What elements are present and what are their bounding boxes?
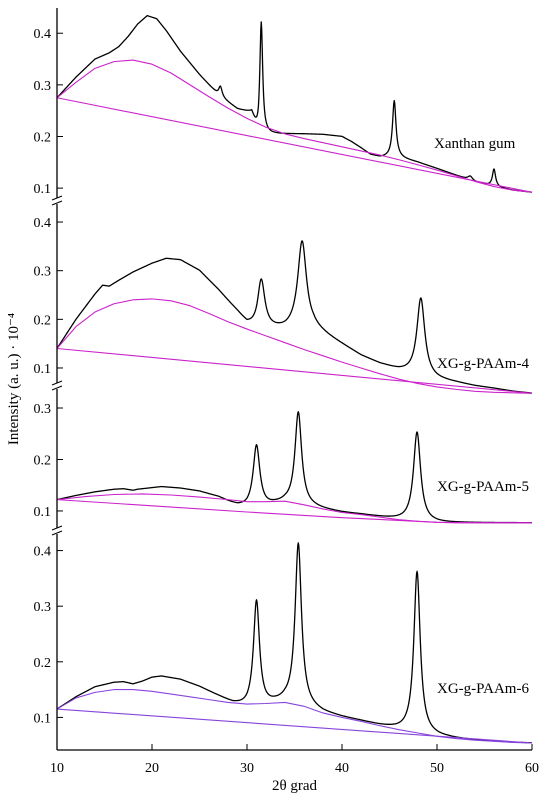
axis-break-gap: [50, 528, 64, 534]
sample-label: XG-g-PAAm-4: [437, 356, 529, 372]
x-tick-label: 50: [430, 761, 444, 776]
y-tick-label: 0.2: [34, 313, 52, 328]
y-tick-label: 0.4: [34, 545, 52, 560]
sample-label: XG-g-PAAm-5: [437, 479, 529, 495]
y-tick-label: 0.3: [34, 600, 52, 615]
panel-2-curve-line: [56, 240, 533, 394]
axis-break-mark: [51, 380, 63, 386]
panel-3: XG-g-PAAm-5: [56, 411, 533, 524]
panel-3-curve-line: [56, 411, 533, 524]
y-tick-label: 0.2: [34, 130, 52, 145]
y-tick-label: 0.1: [34, 362, 52, 377]
panel-4-amorphous-line: [56, 689, 533, 744]
y-tick-label: 0.2: [34, 453, 52, 468]
axis-break-mark: [51, 385, 63, 391]
panel-2: XG-g-PAAm-4: [56, 240, 533, 394]
axis-break-mark: [51, 525, 63, 531]
panel-4-baseline-line: [56, 708, 533, 744]
x-tick-label: 30: [240, 761, 254, 776]
sample-label: XG-g-PAAm-6: [437, 681, 529, 697]
axis-break-gap: [50, 383, 64, 389]
panel-2-amorphous-line: [56, 298, 533, 394]
panel-1: Xanthan gum: [56, 14, 533, 193]
panel-3-baseline-line: [56, 499, 532, 524]
y-tick-label: 0.4: [34, 27, 52, 42]
axis-break-mark: [51, 200, 63, 206]
axis-break-mark: [51, 530, 63, 536]
x-tick-label: 40: [335, 761, 349, 776]
y-tick-label: 0.3: [34, 79, 52, 94]
axis-break-gap: [50, 198, 64, 204]
panel-1-amorphous-line: [56, 59, 533, 193]
axis-break-mark: [51, 195, 63, 201]
y-tick-label: 0.2: [34, 656, 52, 671]
x-tick-label: 20: [145, 761, 159, 776]
x-tick-label: 10: [50, 761, 64, 776]
panels-layer: Xanthan gum XG-g-PAAm-4 XG-g-PAAm-5 XG-g-PA…: [56, 14, 533, 744]
panel-1-baseline-line: [56, 97, 533, 193]
panel-4: XG-g-PAAm-6: [56, 542, 533, 744]
y-tick-label: 0.4: [34, 216, 52, 231]
y-tick-label: 0.1: [34, 505, 52, 520]
panel-2-baseline-line: [56, 347, 533, 394]
y-tick-label: 0.1: [34, 182, 52, 197]
sample-label: Xanthan gum: [434, 136, 516, 152]
panel-3-amorphous-line: [56, 493, 532, 524]
y-tick-label: 0.1: [34, 711, 52, 726]
x-tick-label: 60: [525, 761, 539, 776]
y-tick-label: 0.3: [34, 265, 52, 280]
panel-4-curve-line: [56, 542, 533, 744]
x-axis-title: 2θ grad: [272, 778, 318, 794]
y-tick-label: 0.3: [34, 402, 52, 417]
x-axis-ticks: 10 20 30 40 50 60: [50, 744, 539, 776]
axes-layer: 10 20 30 40 50 60 0.1 0.2 0.3 0.4 0.1 0.2 0.3 0.4 0.1…: [34, 8, 539, 776]
axis-break-marks: [50, 195, 64, 536]
panel-1-curve-line: [56, 14, 533, 193]
y-axis-title: Intensity (a. u.) · 10⁻⁴: [6, 313, 22, 445]
